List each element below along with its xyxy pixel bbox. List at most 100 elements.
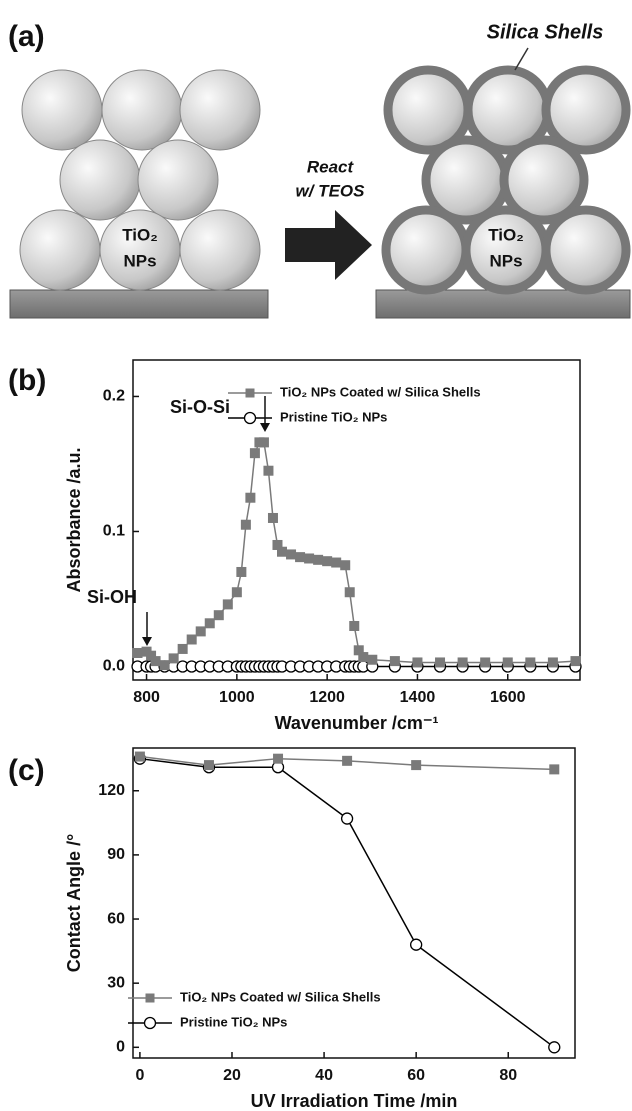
y-tick-label: 0.2 [103, 388, 125, 405]
marker [168, 653, 179, 664]
legend-label: Pristine TiO₂ NPs [180, 1014, 287, 1029]
substrate [9, 289, 269, 319]
annotation: Si-O-Si [170, 397, 230, 417]
shell-label: Silica Shells [487, 21, 604, 43]
marker [549, 764, 560, 775]
marker [177, 643, 188, 654]
marker [304, 553, 315, 564]
marker [340, 560, 351, 571]
marker [249, 448, 260, 459]
x-tick-label: 1000 [219, 689, 255, 706]
x-tick-label: 40 [315, 1067, 333, 1084]
np-label: NPs [489, 251, 522, 270]
y-tick-label: 0.0 [103, 658, 125, 675]
marker [132, 647, 143, 658]
marker [480, 657, 491, 668]
marker [502, 657, 513, 668]
arrow-label: React [307, 157, 355, 176]
plot-frame [132, 359, 581, 681]
marker [240, 519, 251, 530]
substrate [375, 289, 631, 319]
marker [389, 656, 400, 667]
x-tick-label: 1200 [309, 689, 345, 706]
shell-pointer [514, 47, 529, 71]
y-tick-label: 0 [116, 1039, 125, 1056]
marker [195, 626, 206, 637]
nanoparticles [19, 69, 261, 291]
y-axis-label: Absorbance /a.u. [64, 447, 84, 592]
marker [213, 610, 224, 621]
marker [286, 549, 297, 560]
marker [313, 554, 324, 565]
panel-label: (c) [8, 754, 45, 787]
arrow-label: w/ TEOS [296, 181, 366, 200]
x-tick-label: 20 [223, 1067, 241, 1084]
marker [358, 652, 369, 663]
legend-marker [243, 411, 257, 425]
marker [342, 755, 353, 766]
marker [295, 552, 306, 563]
marker [331, 557, 342, 568]
annotation: Si-OH [87, 587, 137, 607]
marker [267, 512, 278, 523]
arrow [285, 210, 372, 280]
marker [570, 656, 581, 667]
legend-marker [145, 993, 155, 1003]
y-tick-label: 30 [107, 974, 125, 991]
marker [344, 587, 355, 598]
marker [258, 437, 269, 448]
plot-frame [132, 747, 576, 1059]
marker [411, 760, 422, 771]
legend-marker [143, 1016, 157, 1030]
x-axis-label: UV Irradiation Time /min [251, 1091, 458, 1111]
marker [263, 465, 274, 476]
marker [547, 657, 558, 668]
marker [410, 938, 423, 951]
marker [349, 620, 360, 631]
x-tick-label: 800 [133, 689, 160, 706]
marker [231, 587, 242, 598]
marker [222, 599, 233, 610]
panel-label: (b) [8, 364, 46, 397]
np-label: NPs [123, 251, 156, 270]
legend-marker [245, 388, 255, 398]
marker [245, 492, 256, 503]
marker [186, 634, 197, 645]
legend-label: Pristine TiO₂ NPs [280, 409, 387, 424]
y-tick-label: 120 [98, 782, 125, 799]
marker [412, 657, 423, 668]
panel-a: (a) TiO₂ NPs React w/ TEOS TiO₂ NPs Sili… [8, 20, 631, 319]
marker [322, 556, 333, 567]
x-tick-label: 0 [135, 1067, 144, 1084]
marker [159, 660, 170, 671]
marker [236, 566, 247, 577]
marker [134, 751, 145, 762]
annotation-arrowhead [142, 637, 152, 646]
y-tick-label: 0.1 [103, 523, 125, 540]
x-axis-label: Wavenumber /cm⁻¹ [275, 713, 439, 733]
marker [367, 654, 378, 665]
np-label: TiO₂ [488, 225, 524, 244]
y-tick-label: 60 [107, 910, 125, 927]
x-tick-label: 1400 [400, 689, 436, 706]
x-tick-label: 80 [499, 1067, 517, 1084]
coated-nanoparticles [381, 65, 631, 295]
marker [150, 656, 161, 667]
panel-label: (a) [8, 20, 45, 53]
y-axis-label: Contact Angle /° [64, 834, 84, 973]
marker [273, 753, 284, 764]
y-tick-label: 90 [107, 846, 125, 863]
np-label: TiO₂ [122, 225, 158, 244]
legend-label: TiO₂ NPs Coated w/ Silica Shells [180, 989, 381, 1004]
marker [204, 618, 215, 629]
annotation-arrowhead [260, 423, 270, 432]
marker [203, 760, 214, 771]
x-tick-label: 1600 [490, 689, 526, 706]
marker [525, 657, 536, 668]
x-tick-label: 60 [407, 1067, 425, 1084]
series-line [139, 755, 555, 771]
marker [457, 657, 468, 668]
marker [340, 812, 354, 825]
marker [277, 546, 287, 557]
